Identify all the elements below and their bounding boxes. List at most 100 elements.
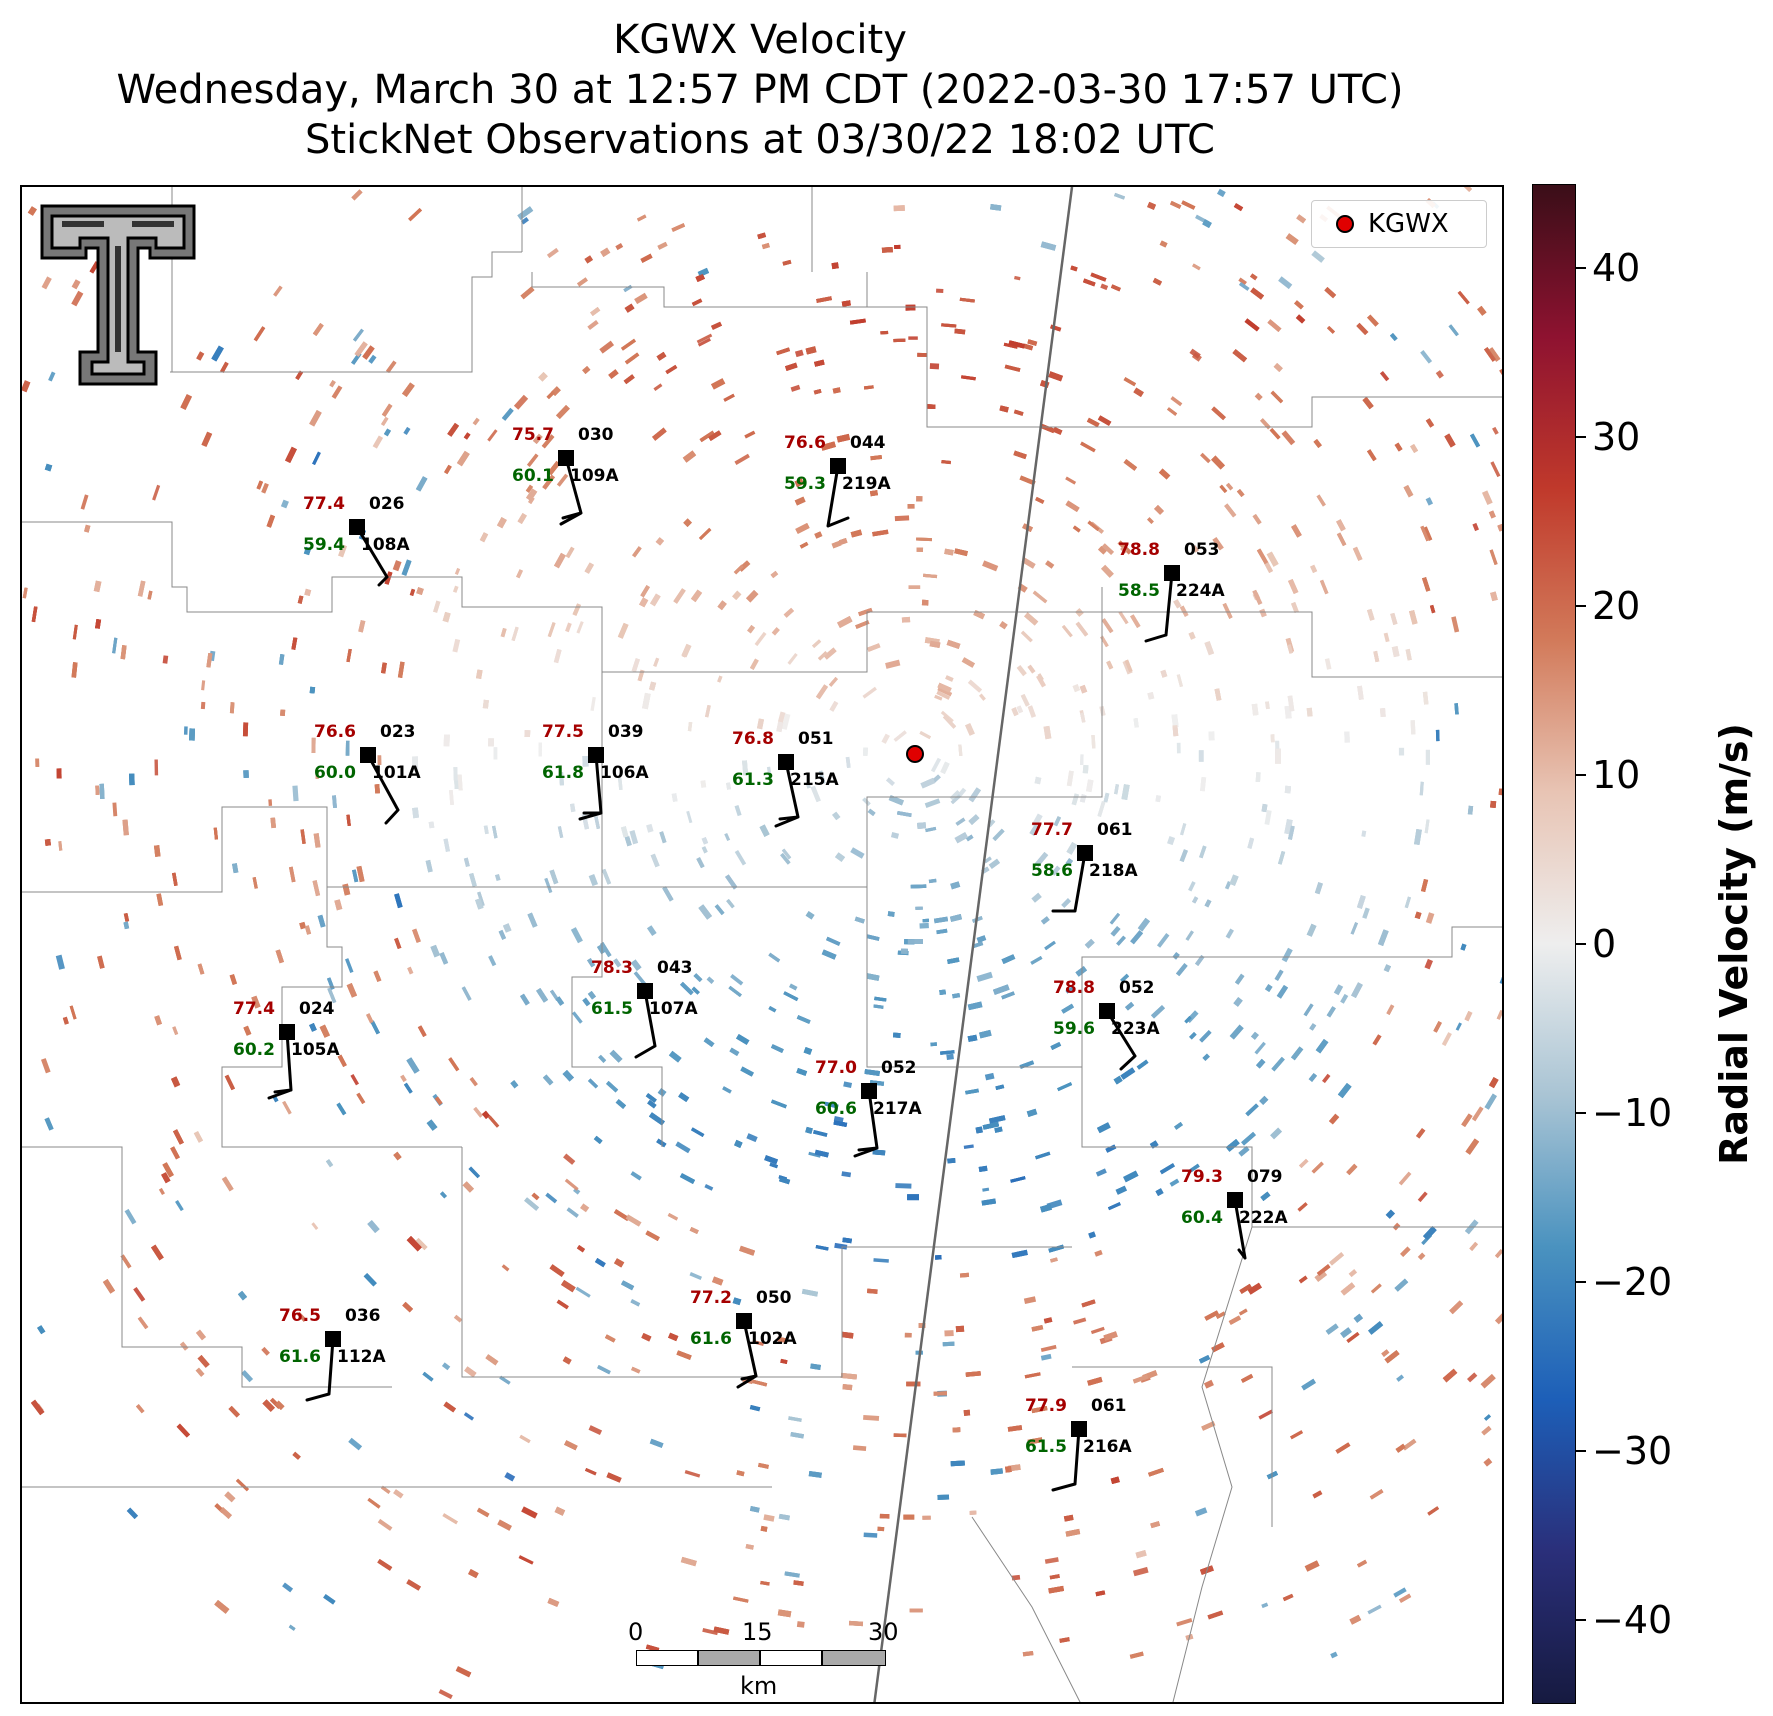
station-marker xyxy=(830,458,846,474)
radar-site-marker[interactable] xyxy=(906,745,924,763)
title-line-1: KGWX Velocity xyxy=(613,17,907,63)
colorbar-tick xyxy=(1576,605,1586,608)
station-id: 224A xyxy=(1176,581,1225,601)
colorbar-tick-label: 10 xyxy=(1592,753,1641,798)
station-marker xyxy=(360,747,376,763)
station-dewpoint: 58.6 xyxy=(1031,861,1073,881)
station-wind-direction: 050 xyxy=(756,1288,792,1308)
colorbar-tick xyxy=(1576,436,1586,439)
station-temperature: 78.3 xyxy=(591,958,633,978)
station-temperature: 78.8 xyxy=(1053,978,1095,998)
scale-segment xyxy=(760,1650,822,1666)
wind-barb-icon xyxy=(634,989,657,1059)
station-temperature: 76.8 xyxy=(732,729,774,749)
station-id: 223A xyxy=(1111,1019,1160,1039)
scale-label-30: 30 xyxy=(868,1618,899,1646)
wind-barb-icon xyxy=(826,464,850,528)
station-dewpoint: 60.4 xyxy=(1181,1208,1223,1228)
station-id: 108A xyxy=(361,535,410,555)
station-id: 101A xyxy=(372,763,421,783)
station-dewpoint: 59.4 xyxy=(303,535,345,555)
wind-barb-icon xyxy=(1051,851,1087,913)
colorbar-tick-label: −30 xyxy=(1592,1428,1673,1473)
wind-barb-icon xyxy=(1233,1198,1247,1260)
station-dewpoint: 60.2 xyxy=(233,1040,275,1060)
station-wind-direction: 030 xyxy=(578,425,614,445)
station-wind-direction: 051 xyxy=(798,729,834,749)
station-wind-direction: 044 xyxy=(850,433,886,453)
wind-barb-icon xyxy=(774,760,800,828)
station-dewpoint: 60.6 xyxy=(815,1099,857,1119)
station-id: 215A xyxy=(790,770,839,790)
station-temperature: 77.2 xyxy=(690,1288,732,1308)
station-wind-direction: 043 xyxy=(657,958,693,978)
wind-barb-icon xyxy=(559,456,583,526)
texas-tech-logo xyxy=(40,204,196,386)
highway-line xyxy=(873,187,1074,1702)
colorbar-tick xyxy=(1576,943,1586,945)
radar-site-marker-icon xyxy=(1336,215,1354,233)
colorbar-tick-label: −20 xyxy=(1592,1259,1673,1304)
wind-barb-icon xyxy=(1051,1427,1081,1492)
county-boundaries xyxy=(22,187,1502,1702)
station-wind-direction: 039 xyxy=(608,722,644,742)
colorbar-tick xyxy=(1576,1111,1586,1114)
colorbar-tick xyxy=(1576,774,1586,777)
wind-barb-icon xyxy=(366,753,400,825)
colorbar-tick xyxy=(1576,1280,1586,1283)
station-marker xyxy=(1227,1192,1243,1208)
scale-unit: km xyxy=(740,1672,778,1700)
map-legend: KGWX xyxy=(1311,200,1487,248)
station-dewpoint: 61.3 xyxy=(732,770,774,790)
radar-map[interactable] xyxy=(20,185,1504,1704)
station-dewpoint: 61.5 xyxy=(1025,1437,1067,1457)
station-temperature: 77.5 xyxy=(542,722,584,742)
colorbar-title: Radial Velocity (m/s) xyxy=(1712,723,1756,1165)
scale-label-0: 0 xyxy=(628,1618,644,1646)
station-wind-direction: 026 xyxy=(369,494,405,514)
scale-label-15: 15 xyxy=(742,1618,773,1646)
station-marker xyxy=(558,450,574,466)
station-marker xyxy=(325,1331,341,1347)
colorbar-tick-label: 30 xyxy=(1592,415,1641,460)
title-line-2: Wednesday, March 30 at 12:57 PM CDT (202… xyxy=(116,67,1404,113)
colorbar-tick xyxy=(1576,267,1586,270)
station-dewpoint: 59.3 xyxy=(784,474,826,494)
scale-segment xyxy=(822,1650,886,1666)
station-marker xyxy=(1077,845,1093,861)
station-dewpoint: 60.1 xyxy=(512,466,554,486)
station-marker xyxy=(588,747,604,763)
station-marker xyxy=(279,1024,295,1040)
station-id: 218A xyxy=(1089,861,1138,881)
station-dewpoint: 58.5 xyxy=(1118,581,1160,601)
scale-segment xyxy=(636,1650,698,1666)
station-wind-direction: 079 xyxy=(1247,1167,1283,1187)
velocity-gates xyxy=(22,187,1502,1700)
station-dewpoint: 60.0 xyxy=(314,763,356,783)
station-temperature: 77.7 xyxy=(1031,820,1073,840)
station-temperature: 76.6 xyxy=(314,722,356,742)
station-temperature: 77.9 xyxy=(1025,1396,1067,1416)
legend-label: KGWX xyxy=(1368,209,1449,239)
station-marker xyxy=(736,1313,752,1329)
station-wind-direction: 052 xyxy=(881,1058,917,1078)
wind-barb-icon xyxy=(736,1319,758,1389)
station-wind-direction: 052 xyxy=(1119,978,1155,998)
station-id: 107A xyxy=(649,999,698,1019)
station-id: 102A xyxy=(748,1329,797,1349)
scale-segment xyxy=(698,1650,760,1666)
station-wind-direction: 036 xyxy=(345,1306,381,1326)
station-temperature: 77.4 xyxy=(303,494,345,514)
colorbar-tick-label: 40 xyxy=(1592,246,1641,291)
station-marker xyxy=(1099,1003,1115,1019)
station-id: 217A xyxy=(873,1099,922,1119)
station-temperature: 76.5 xyxy=(279,1306,321,1326)
station-id: 219A xyxy=(842,474,891,494)
wind-barb-icon xyxy=(1144,571,1174,643)
station-id: 222A xyxy=(1239,1208,1288,1228)
station-id: 106A xyxy=(600,763,649,783)
station-dewpoint: 61.8 xyxy=(542,763,584,783)
colorbar-tick xyxy=(1576,1618,1586,1621)
station-wind-direction: 053 xyxy=(1184,540,1220,560)
station-marker xyxy=(349,519,365,535)
